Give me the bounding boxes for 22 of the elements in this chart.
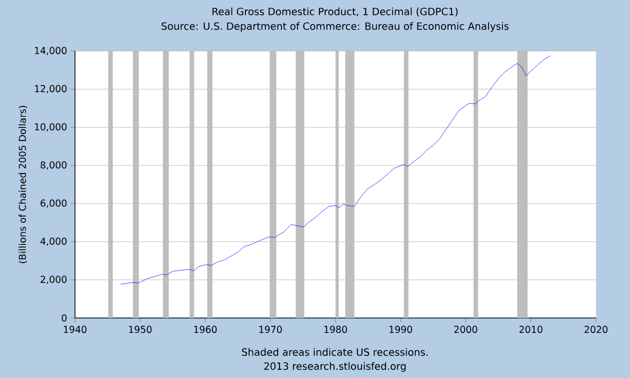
x-tick-label: 2020 xyxy=(584,326,608,333)
y-tick-label: 14,000 xyxy=(35,46,67,56)
chart-subtitle: Source: U.S. Department of Commerce: Bureau of Economic Analysis xyxy=(162,22,509,32)
y-tick-label: 0 xyxy=(62,314,67,322)
x-tick-label: 1990 xyxy=(390,326,412,333)
y-tick-label: 4,000 xyxy=(40,238,67,246)
y-tick-label: 12,000 xyxy=(35,85,67,94)
x-tick-label: 1950 xyxy=(129,326,152,333)
x-tick-label: 1970 xyxy=(259,326,282,333)
x-tick-label: 1960 xyxy=(194,326,217,333)
text: 2013 research.stlouisfed.org xyxy=(264,362,406,372)
x-tick-label: 2000 xyxy=(454,326,478,333)
y-axis-title: (Billions of Chained 2005 Dollars) xyxy=(18,106,28,264)
y-tick-label: 8,000 xyxy=(40,161,67,170)
x-tick-label: 2010 xyxy=(519,326,542,333)
y-tick-label: 10,000 xyxy=(35,123,67,132)
chart-title: Real Gross Domestic Product, 1 Decimal (GDPC1) xyxy=(212,8,458,16)
x-tick-label: 1980 xyxy=(324,326,347,333)
text: Shaded areas indicate US recessions. xyxy=(242,348,428,356)
y-tick-label: 2,000 xyxy=(40,276,67,284)
y-tick-label: 6,000 xyxy=(40,199,67,208)
x-tick-label: 1940 xyxy=(64,326,86,333)
